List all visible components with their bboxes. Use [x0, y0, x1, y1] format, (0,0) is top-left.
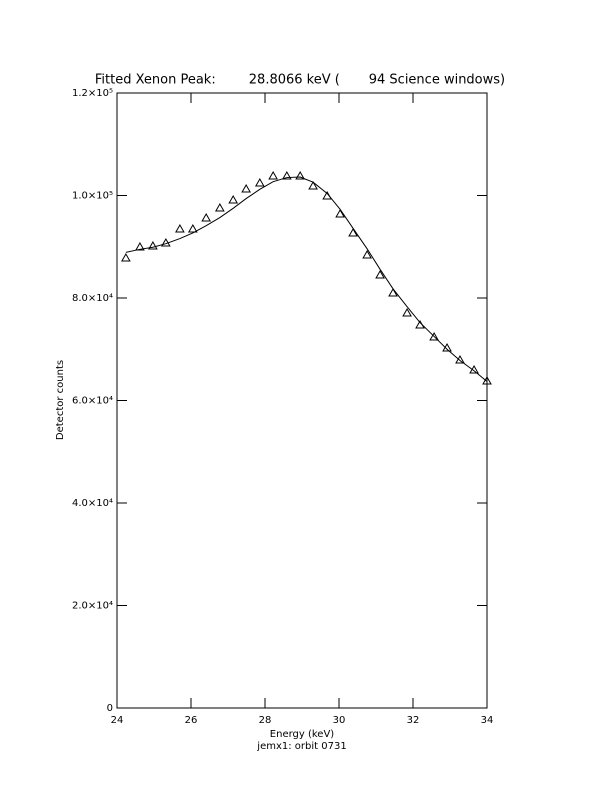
data-point [201, 212, 212, 222]
data-point [241, 183, 251, 193]
x-tick-label: 30 [333, 715, 346, 726]
y-tick-label: 2.0×10⁴ [72, 601, 113, 612]
y-tick-label: 1.2×10⁵ [72, 88, 113, 99]
data-point [335, 208, 345, 218]
data-point [348, 228, 358, 237]
y-tick-label: 1.0×10⁵ [72, 191, 113, 202]
data-point [362, 249, 372, 259]
x-axis-label: Energy (keV) [270, 729, 335, 740]
data-point [148, 240, 158, 250]
data-point [121, 253, 131, 262]
x-tick-label: 34 [481, 715, 494, 726]
data-point [375, 269, 385, 279]
data-point [442, 343, 452, 352]
data-point [469, 364, 479, 374]
plot-frame [116, 92, 488, 709]
data-point [228, 195, 239, 204]
data-point [135, 241, 145, 251]
data-point [254, 177, 265, 187]
data-point [455, 355, 465, 364]
chart-title: Fitted Xenon Peak: 28.8066 keV ( 94 Scie… [95, 73, 505, 88]
x-tick-label: 32 [407, 715, 420, 726]
y-tick-label: 6.0×10⁴ [72, 396, 113, 407]
data-point [402, 308, 412, 317]
data-point [308, 181, 318, 190]
x-tick-label: 26 [185, 715, 198, 726]
data-point [295, 171, 306, 180]
x-tick-label: 28 [259, 715, 272, 726]
data-point [281, 171, 292, 180]
subtitle: jemx1: orbit 0731 [256, 741, 346, 752]
y-tick-label: 4.0×10⁴ [72, 498, 113, 509]
y-tick-label: 0 [107, 703, 113, 714]
data-point [214, 202, 225, 212]
data-point [429, 331, 439, 341]
data-point [268, 171, 279, 180]
fit-line [125, 176, 488, 382]
y-axis-label: Detector counts [55, 360, 66, 440]
data-point [175, 224, 185, 233]
data-point [388, 287, 398, 297]
x-tick-label: 24 [111, 715, 124, 726]
y-tick-label: 8.0×10⁴ [72, 293, 113, 304]
data-point [187, 224, 198, 233]
